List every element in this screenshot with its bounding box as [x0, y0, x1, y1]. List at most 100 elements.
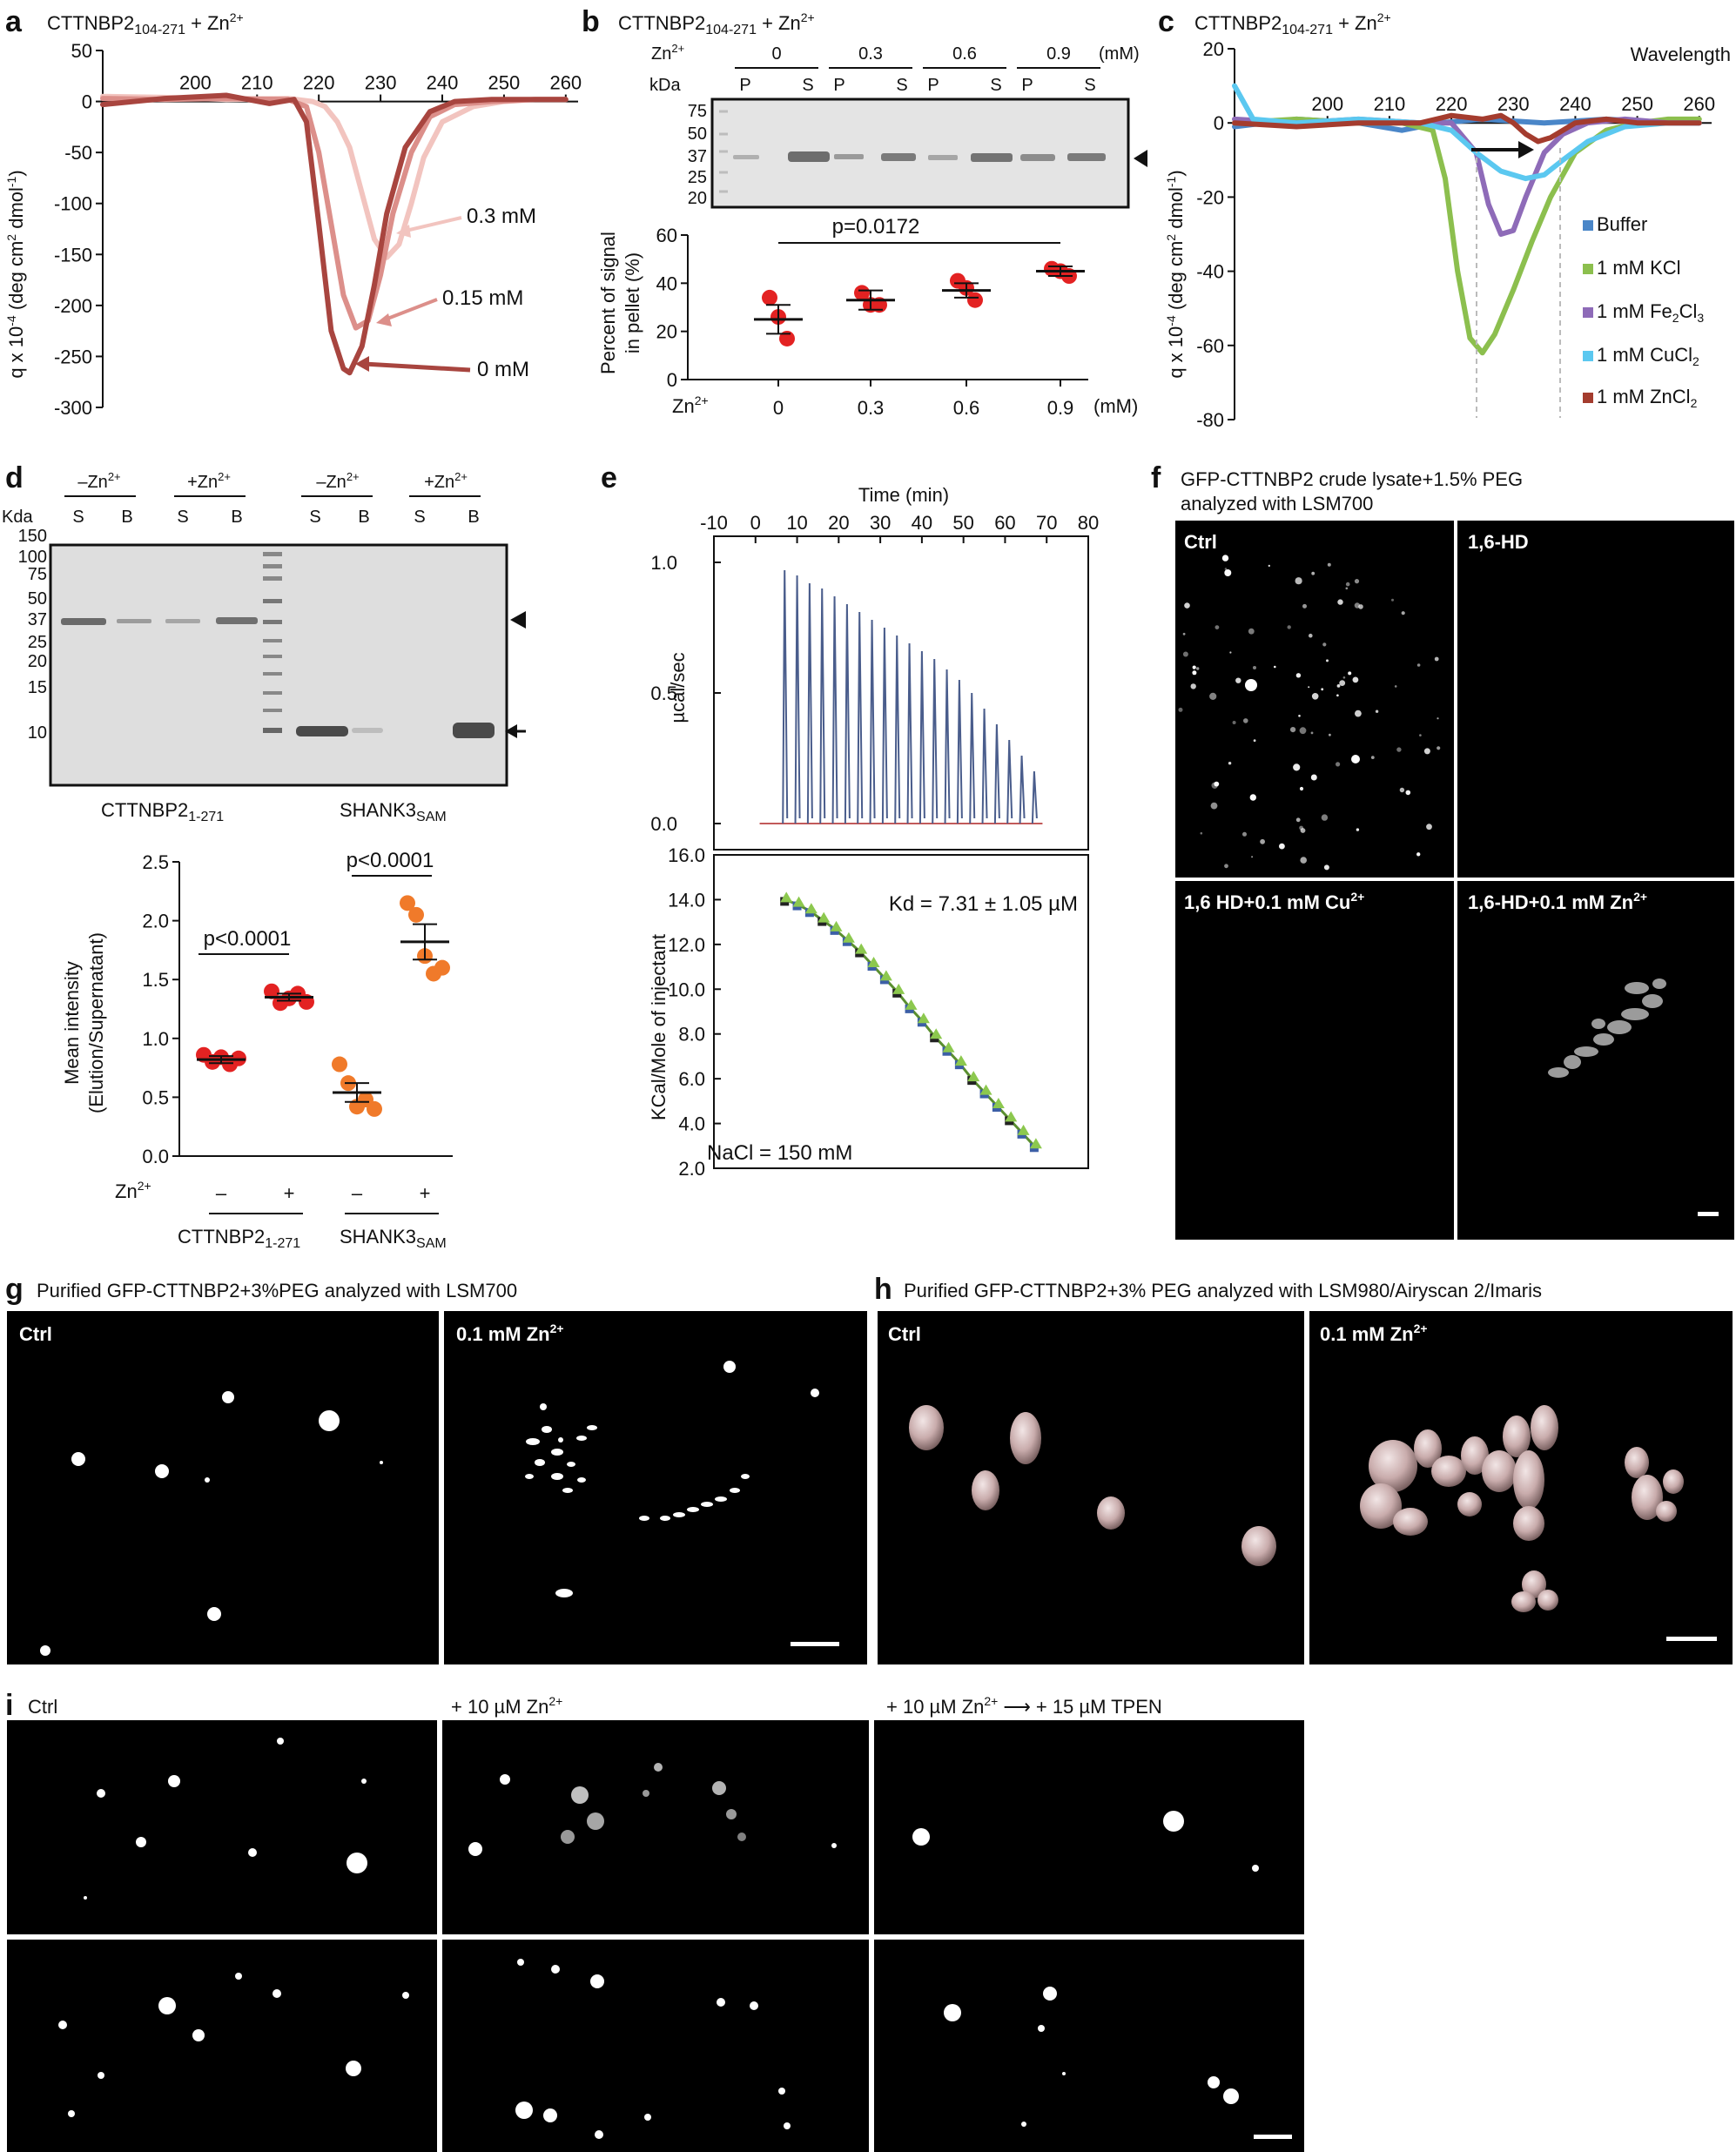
gel-b-marker-50: 50: [688, 124, 707, 144]
y-tick-label: -300: [54, 397, 92, 419]
gel-d-group-3: +Zn2+: [424, 470, 468, 492]
punctum: [1405, 790, 1411, 796]
panel-d-sign-1: +: [284, 1182, 295, 1204]
itc-peak: [881, 627, 888, 824]
punctum: [1310, 731, 1314, 735]
punctum: [1308, 686, 1310, 689]
panel-a-ylabel: q x 10-4 (deg cm2 dmol-1): [4, 170, 27, 378]
image-g-label-zn: 0.1 mM Zn2+: [456, 1321, 564, 1345]
punctum: [1348, 671, 1352, 676]
punctum: [1352, 676, 1359, 683]
itc-peak: [894, 635, 901, 824]
data-point: [400, 895, 415, 911]
punctum: [1326, 659, 1329, 662]
punctum: [1336, 684, 1341, 688]
gel-b-arrowhead: [1134, 150, 1147, 167]
image-i-zn-puncta: [468, 1763, 837, 2139]
panel-d-pvalue-2: p<0.0001: [347, 849, 434, 872]
legend-swatch-buffer: [1583, 220, 1593, 231]
panel-c: c CTTNBP2104-271 + Zn2+ Wavelength q x 1…: [1158, 5, 1731, 431]
punctum: [1210, 802, 1218, 810]
gel-d-ladder: [263, 552, 282, 733]
punctum: [1224, 568, 1228, 570]
y-tick-label: 16.0: [668, 844, 705, 866]
punctum: [1345, 582, 1350, 587]
chart-a-plot: 50 0 -50 -100 -150 -200 -250 -300 200 210 220 230 24…: [54, 40, 582, 419]
itc-peak: [944, 669, 951, 824]
punctum: [1354, 602, 1361, 609]
punctum: [1287, 625, 1291, 629]
x-tick-label: 240: [1559, 93, 1591, 115]
arrow-0.15mM: [382, 298, 438, 322]
y-tick-label: -20: [1196, 186, 1224, 208]
y-tick-label: 6.0: [678, 1068, 705, 1090]
panel-label-i: i: [5, 1689, 13, 1722]
image-f-zn-aggregate: [1548, 978, 1666, 1078]
x-tick-label: 260: [1683, 93, 1715, 115]
itc-triangle: [905, 999, 918, 1010]
panel-e-top-ylabel: µcal/sec: [667, 652, 689, 723]
punctum: [1268, 564, 1271, 568]
itc-triangle: [792, 896, 805, 907]
x-tick-label: 0.6: [953, 397, 980, 419]
image-i-zn-1: [442, 1720, 869, 1934]
annotation-0mM: 0 mM: [477, 358, 529, 381]
punctum: [1182, 651, 1188, 657]
panel-b-xaxis-label: Zn2+: [672, 393, 709, 417]
itc-triangle: [855, 943, 868, 954]
punctum: [1419, 734, 1422, 736]
panel-e-nacl: NaCl = 150 mM: [707, 1141, 852, 1165]
y-tick-label: -150: [54, 244, 92, 266]
gel-b-marker-25: 25: [688, 168, 707, 187]
image-h-label-ctrl: Ctrl: [888, 1323, 921, 1345]
itc-peak: [969, 692, 976, 824]
gel-d-marker-100: 100: [18, 548, 47, 567]
scale-bar-i: [1254, 2135, 1292, 2139]
panel-d-group1: CTTNBP21-271: [178, 1226, 300, 1251]
punctum: [1228, 762, 1232, 765]
punctum: [1298, 715, 1301, 717]
panel-label-b: b: [582, 5, 600, 38]
panel-b-pvalue: p=0.0172: [832, 215, 920, 239]
x-tick-label: 40: [912, 512, 932, 534]
gel-d-lane-5: B: [358, 508, 369, 527]
image-h-label-zn: 0.1 mM Zn2+: [1320, 1321, 1428, 1345]
x-tick-label: 0.3: [858, 397, 885, 419]
punctum: [1309, 633, 1313, 638]
panel-b-title: CTTNBP2104-271 + Zn2+: [618, 10, 815, 37]
punctum: [1337, 599, 1343, 605]
punctum: [1437, 717, 1439, 720]
image-g-ctrl-puncta: [40, 1391, 383, 1656]
x-tick-label: 20: [828, 512, 849, 534]
gel-d-group-1: +Zn2+: [187, 470, 231, 492]
punctum: [1209, 692, 1217, 701]
punctum: [1235, 677, 1241, 683]
chart-d-plot: 0.0 0.5 1.0 1.5 2.0 2.5: [142, 851, 453, 1167]
image-f-label-cu: 1,6 HD+0.1 mM Cu2+: [1184, 890, 1364, 913]
itc-triangle: [917, 1012, 930, 1024]
punctum: [1299, 786, 1304, 791]
panel-a-title: CTTNBP2104-271 + Zn2+: [47, 10, 244, 37]
gel-b-conc-0: 0: [771, 44, 781, 64]
x-tick-label: 0: [773, 397, 784, 419]
punctum: [1295, 673, 1302, 678]
x-tick-label: 240: [427, 72, 459, 94]
gel-b-marker-37: 37: [688, 147, 707, 166]
punctum: [1354, 579, 1360, 584]
gel-b-marker-20: 20: [688, 189, 707, 208]
punctum: [1295, 577, 1302, 585]
punctum: [1327, 562, 1331, 567]
legend-kcl: 1 mM KCl: [1597, 257, 1681, 279]
itc-triangle: [879, 970, 892, 981]
punctum: [1182, 632, 1186, 636]
itc-peak: [906, 642, 913, 824]
punctum: [1342, 676, 1346, 679]
image-f-label-hd: 1,6-HD: [1468, 531, 1529, 553]
x-tick-label: 50: [952, 512, 973, 534]
panel-h-title: Purified GFP-CTTNBP2+3% PEG analyzed wit…: [904, 1280, 1542, 1301]
y-tick-label: 1.0: [650, 552, 677, 574]
panel-g-title: Purified GFP-CTTNBP2+3%PEG analyzed with…: [37, 1280, 517, 1301]
punctum: [1351, 755, 1360, 763]
x-tick-label: -10: [700, 512, 728, 534]
data-point: [408, 906, 424, 923]
